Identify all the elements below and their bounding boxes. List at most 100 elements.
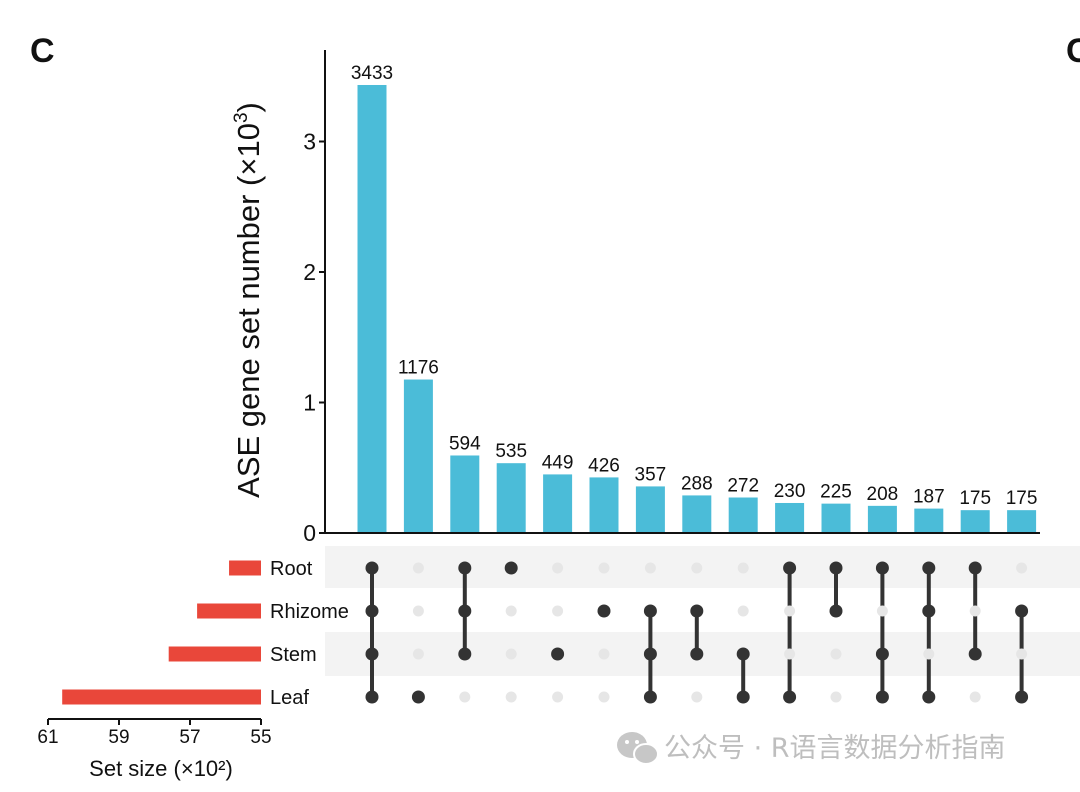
matrix-dot-active [736,647,750,661]
matrix-dot-active [1015,604,1029,618]
set-label: Leaf [270,687,309,709]
matrix-dot-active [736,690,750,704]
matrix-dot-active [597,604,611,618]
matrix-dot-active [922,604,936,618]
y-tick-label: 2 [303,259,316,285]
matrix-dot-active [458,561,472,575]
matrix-dot-inactive [830,691,842,703]
matrix-dot-inactive [459,691,471,703]
intersection-bar [543,474,573,533]
set-size-bar [62,689,262,705]
y-axis-label-close: ) [231,102,266,112]
intersection-bar [960,510,990,533]
matrix-dot-active [968,647,982,661]
matrix-dot-inactive [552,691,564,703]
set-size-tick-label: 55 [250,727,271,748]
matrix-dot-inactive [598,691,610,703]
intersection-bar [403,379,433,533]
matrix-dot-active [922,561,936,575]
matrix-dot-inactive [505,691,517,703]
matrix-dot-inactive [830,648,842,660]
set-size-bar [197,603,261,619]
intersection-bar [450,455,480,533]
matrix-dot-active [365,647,379,661]
matrix-dot-active [365,561,379,575]
y-tick-label: 1 [303,390,316,416]
matrix-dot-inactive [505,605,517,617]
matrix-dot-inactive [505,648,517,660]
matrix-dot-active [551,647,565,661]
matrix-dot-inactive [691,691,703,703]
set-size-bar [168,646,261,662]
matrix-dot-active [690,604,704,618]
set-label: Stem [270,644,317,666]
matrix-dot-active [365,690,379,704]
matrix-dot-active [365,604,379,618]
intersection-bar [357,84,387,533]
matrix-dot-active [783,561,797,575]
set-size-tick-label: 61 [37,727,58,748]
matrix-dot-active [690,647,704,661]
bar-value-label: 426 [588,455,620,476]
matrix-dot-inactive [1016,648,1028,660]
set-size-tick-label: 57 [179,727,200,748]
bar-value-label: 1176 [398,358,439,379]
set-size-tick-label: 59 [108,727,129,748]
bar-value-label: 175 [959,488,991,509]
partial-panel-letter: C [1066,32,1080,70]
matrix-dot-inactive [552,605,564,617]
set-label: Rhizome [270,601,349,623]
intersection-bar [1007,510,1037,533]
matrix-dot-active [875,647,889,661]
matrix-dot-active [643,647,657,661]
watermark: 公众号 · R语言数据分析指南 [617,732,1006,765]
matrix-dot-inactive [876,605,888,617]
y-tick-label: 3 [303,129,316,155]
matrix-dot-active [1015,690,1029,704]
intersection-matrix [365,561,1029,704]
matrix-dot-active [458,604,472,618]
set-label: Root [270,558,313,580]
set-size-bars [62,560,262,705]
bar-value-label: 225 [820,482,852,503]
matrix-dot-active [968,561,982,575]
bar-value-label: 449 [542,452,574,473]
watermark-text: 公众号 · R语言数据分析指南 [664,733,1006,764]
matrix-dot-inactive [412,562,424,574]
matrix-dot-inactive [969,605,981,617]
matrix-dot-inactive [784,648,796,660]
intersection-bar [496,463,526,533]
matrix-dot-inactive [598,562,610,574]
intersection-bar [914,508,944,533]
set-labels: Root Rhizome Stem Leaf [270,558,349,709]
intersection-bar [589,477,619,533]
y-axis-label: ASE gene set number (×103) [231,102,266,498]
matrix-dot-inactive [923,648,935,660]
set-size-axis: 61 59 57 55 [37,718,272,748]
matrix-dot-active [829,604,843,618]
bar-value-label: 230 [774,481,806,502]
y-tick-label: 0 [303,520,316,546]
bar-value-label: 535 [495,441,527,462]
intersection-bar [821,503,851,533]
bar-value-labels: 3433 1176 594 535 449 426 357 288 272 230 225 208 18… [351,63,1038,509]
wechat-icon [617,732,659,765]
matrix-dot-active [411,690,425,704]
intersection-bar [728,497,758,533]
matrix-dot-inactive [552,562,564,574]
matrix-dot-active [875,561,889,575]
matrix-dot-inactive [598,648,610,660]
panel-letter: C [30,32,55,70]
matrix-dot-inactive [1016,562,1028,574]
bar-value-label: 288 [681,473,713,494]
matrix-dot-inactive [737,605,749,617]
matrix-dot-inactive [737,562,749,574]
intersection-bar [682,495,712,533]
matrix-dot-inactive [784,605,796,617]
matrix-dot-inactive [691,562,703,574]
matrix-dot-inactive [412,648,424,660]
y-axis: 0 1 2 3 [303,50,1040,546]
matrix-dot-active [829,561,843,575]
intersection-bar [635,486,665,533]
